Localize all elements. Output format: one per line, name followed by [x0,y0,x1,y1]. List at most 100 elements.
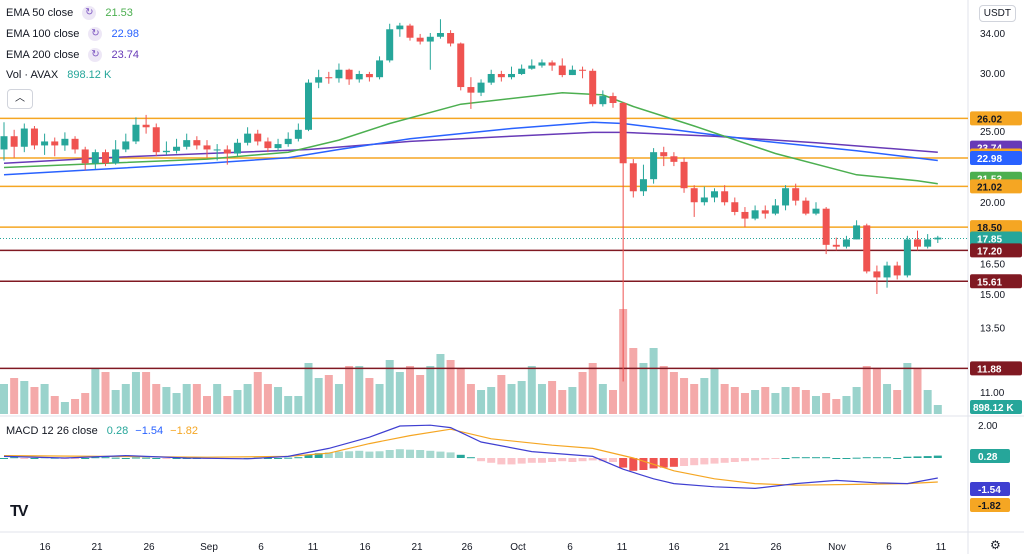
volume-bar [30,387,39,414]
time-tick-label: 16 [668,542,680,553]
gear-icon[interactable]: ⚙ [990,538,1001,552]
time-tick-label: 16 [39,542,51,553]
refresh-icon[interactable]: ↻ [88,48,103,62]
candle [335,63,343,83]
volume-bar [284,396,293,414]
macd-histogram-bar [334,451,343,458]
volume-bar [690,384,699,414]
currency-selector[interactable]: USDT [978,5,1016,22]
time-tick-label: 16 [359,542,371,553]
candle-body [782,188,790,206]
volume-label-text: 898.12 K [973,403,1014,414]
candle [497,70,505,82]
macd-histogram-bar [619,458,628,468]
candle [41,133,49,155]
macd-histogram-bar [751,458,760,461]
refresh-icon[interactable]: ↻ [88,27,103,41]
macd-histogram-bar [406,449,414,458]
candle-body [315,77,323,83]
candle-body [244,133,252,143]
volume-bar [903,363,912,414]
price-tick-label: 34.00 [980,29,1005,40]
volume-bar [233,390,242,414]
candle [162,141,170,155]
volume-bar [324,375,333,414]
volume-bar [355,366,364,414]
macd-axis-label: 0.28 [970,449,1010,463]
macd-histogram-bar [883,457,892,459]
time-tick-label: 11 [617,542,628,553]
volume-bar [213,384,222,414]
macd-histogram-bar [659,458,668,468]
candle-body [71,138,79,150]
candle-body [508,73,515,78]
legend-volume: Vol · AVAX 898.12 K [6,69,111,81]
macd-histogram-bar [791,457,800,459]
candle [863,223,871,274]
macd-histogram-bar [324,452,333,458]
candle-body [102,152,109,164]
candle-body [761,210,769,214]
macd-histogram-bar [294,457,303,459]
macd-axis-label: -1.54 [970,482,1010,496]
volume-bar [10,378,19,414]
time-tick-label: Oct [510,542,526,553]
volume-bar [365,378,374,414]
candle [812,202,820,216]
collapse-legend-button[interactable]: ︿ [7,89,33,109]
candle [650,148,658,184]
candle [10,129,18,158]
candle [305,79,312,132]
macd-histogram-bar [111,457,120,459]
volume-bar [416,375,425,414]
macd-histogram-bar [456,454,465,458]
candle-body [193,140,201,146]
legend-label: Vol · AVAX [6,69,59,81]
volume-bar [294,396,303,414]
macd-histogram-bar [345,451,354,458]
macd-histogram-bar [314,453,323,458]
candle-body [690,188,698,203]
macd-histogram-bar [375,451,384,458]
macd-histogram-bar [771,458,780,459]
macd-histogram-bar [365,451,374,458]
volume-bar [182,384,191,414]
candle [548,60,556,71]
candle-body [152,127,160,153]
macd-histogram-bar [558,458,567,462]
macd-histogram-bar [131,457,140,459]
macd-histogram-bar [304,454,313,458]
time-tick-label: 11 [936,542,947,553]
candle-body [497,73,505,78]
candle [639,164,647,196]
candle [436,19,444,39]
legend-ema100: EMA 100 close ↻ 22.98 [6,27,139,41]
tradingview-logo[interactable]: TV [10,503,29,520]
candle [102,149,109,167]
legend-label: EMA 100 close [6,27,80,40]
candle [386,23,394,63]
candle-body [467,87,475,93]
candle [0,122,8,161]
volume-bar [243,384,252,414]
volume-bar [578,372,587,414]
candle [832,237,840,251]
macd-label-text: 2.00 [978,421,998,432]
candle-body [365,73,373,78]
macd-histogram-bar [720,458,729,463]
candle-body [619,103,627,164]
refresh-icon[interactable]: ↻ [82,6,97,20]
candle [183,133,191,150]
volume-bar [81,393,90,414]
candle [599,90,607,107]
macd-line [3,424,938,490]
macd-histogram-bar [446,452,455,458]
volume-bar [456,369,465,414]
legend-value: 898.12 K [67,69,112,81]
volume-bar [751,390,760,414]
candle [700,186,708,206]
candle-body [447,33,455,44]
volume-bar [893,390,902,414]
volume-bar [446,360,455,414]
